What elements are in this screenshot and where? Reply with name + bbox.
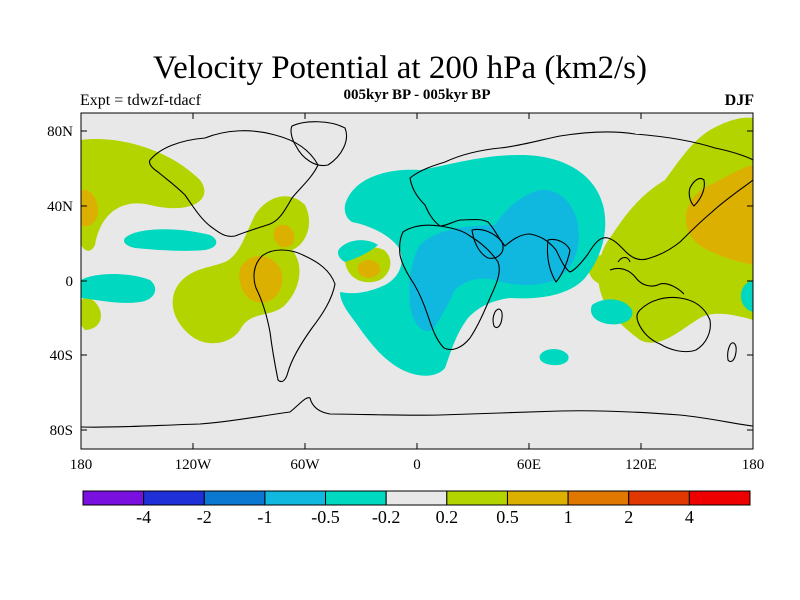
y-tick-label: 0 bbox=[66, 274, 74, 290]
y-tick-label: 40S bbox=[50, 348, 73, 364]
coastline-greenland bbox=[290, 121, 347, 167]
x-tick-label: 60E bbox=[517, 457, 541, 473]
colorbar-swatch bbox=[688, 490, 751, 506]
coastline-southeast-asia-islands bbox=[609, 256, 685, 295]
colorbar-swatch bbox=[325, 490, 387, 506]
plot-subtitle: 005kyr BP - 005kyr BP bbox=[343, 87, 491, 103]
x-tick-label: 180 bbox=[70, 457, 93, 473]
colorbar-swatch bbox=[628, 490, 690, 506]
contour-region-north-pacific-positive bbox=[81, 139, 205, 251]
colorbar-swatch bbox=[143, 490, 205, 506]
colorbar-swatch bbox=[203, 490, 266, 506]
coastline-antarctica bbox=[81, 397, 753, 428]
colorbar-label: -0.5 bbox=[311, 507, 340, 527]
x-tick-label: 180 bbox=[742, 457, 765, 473]
season-label: DJF bbox=[724, 92, 754, 109]
contour-region-west-africa-mid bbox=[357, 260, 380, 278]
colorbar-label: 0.2 bbox=[436, 507, 459, 527]
coastline-africa bbox=[399, 224, 500, 351]
contour-region-southern-ocean-negative bbox=[539, 349, 569, 366]
contour-fills bbox=[81, 117, 753, 376]
y-tick-label: 40N bbox=[47, 199, 73, 215]
contour-region-far-east-positive bbox=[598, 117, 753, 343]
colorbar-label: -4 bbox=[136, 507, 151, 527]
colorbar-swatch bbox=[446, 490, 508, 506]
x-tick-label: 120W bbox=[175, 457, 213, 473]
axis-ticks: 180 120W 60W 0 60E 120E 180 80N 40N 0 40S 80S bbox=[47, 113, 764, 473]
contour-region-east-pacific-negative bbox=[124, 229, 217, 251]
y-tick-label: 80N bbox=[47, 124, 73, 140]
colorbar-swatch bbox=[567, 490, 630, 506]
colorbar-label: -1 bbox=[257, 507, 272, 527]
coastline-eurasia bbox=[409, 131, 753, 273]
colorbar-swatch bbox=[506, 490, 569, 506]
coastline-new-zealand bbox=[727, 342, 737, 363]
colorbar-label: -0.2 bbox=[372, 507, 401, 527]
contour-region-central-asia-negative bbox=[409, 189, 579, 332]
colorbar-label: -2 bbox=[197, 507, 212, 527]
contour-region-sw-pacific-negative bbox=[590, 299, 633, 325]
contour-region-west-pacific-mid bbox=[685, 165, 753, 265]
coastline-arabia bbox=[471, 228, 504, 259]
colorbar-swatch bbox=[385, 490, 448, 506]
coastline-japan bbox=[688, 177, 705, 207]
contour-region-north-pacific-mid bbox=[81, 189, 98, 227]
coastline-north-america bbox=[148, 130, 319, 237]
coastlines bbox=[81, 121, 753, 428]
coastline-australia bbox=[636, 296, 711, 353]
contour-region-north-atlantic-negative bbox=[337, 240, 378, 262]
experiment-label: Expt = tdwzf-tdacf bbox=[80, 92, 201, 109]
colorbar-swatch bbox=[264, 490, 327, 506]
colorbar-swatch bbox=[82, 490, 145, 506]
coastline-madagascar bbox=[492, 308, 503, 329]
page-title: Velocity Potential at 200 hPa (km2/s) bbox=[152, 50, 648, 86]
contour-region-tropical-pacific-negative bbox=[81, 274, 156, 303]
x-tick-label: 0 bbox=[413, 457, 421, 473]
contour-region-central-america-mid bbox=[273, 224, 295, 248]
x-tick-label: 120E bbox=[625, 457, 657, 473]
colorbar-label: 0.5 bbox=[496, 507, 519, 527]
contour-region-east-edge-negative bbox=[740, 280, 753, 312]
contour-region-indonesia-positive bbox=[588, 255, 618, 285]
colorbar: -4 -2 -1 -0.5 -0.2 0.2 0.5 1 2 4 bbox=[82, 490, 751, 527]
contour-region-south-pacific-positive bbox=[81, 298, 101, 330]
x-tick-label: 60W bbox=[290, 457, 320, 473]
y-tick-label: 80S bbox=[50, 423, 73, 439]
coastline-india bbox=[546, 238, 571, 283]
colorbar-label: 1 bbox=[564, 507, 573, 527]
coastline-south-america bbox=[253, 249, 336, 383]
colorbar-label: 2 bbox=[624, 507, 633, 527]
contour-region-andes-mid bbox=[239, 256, 283, 303]
colorbar-label: 4 bbox=[685, 507, 694, 527]
